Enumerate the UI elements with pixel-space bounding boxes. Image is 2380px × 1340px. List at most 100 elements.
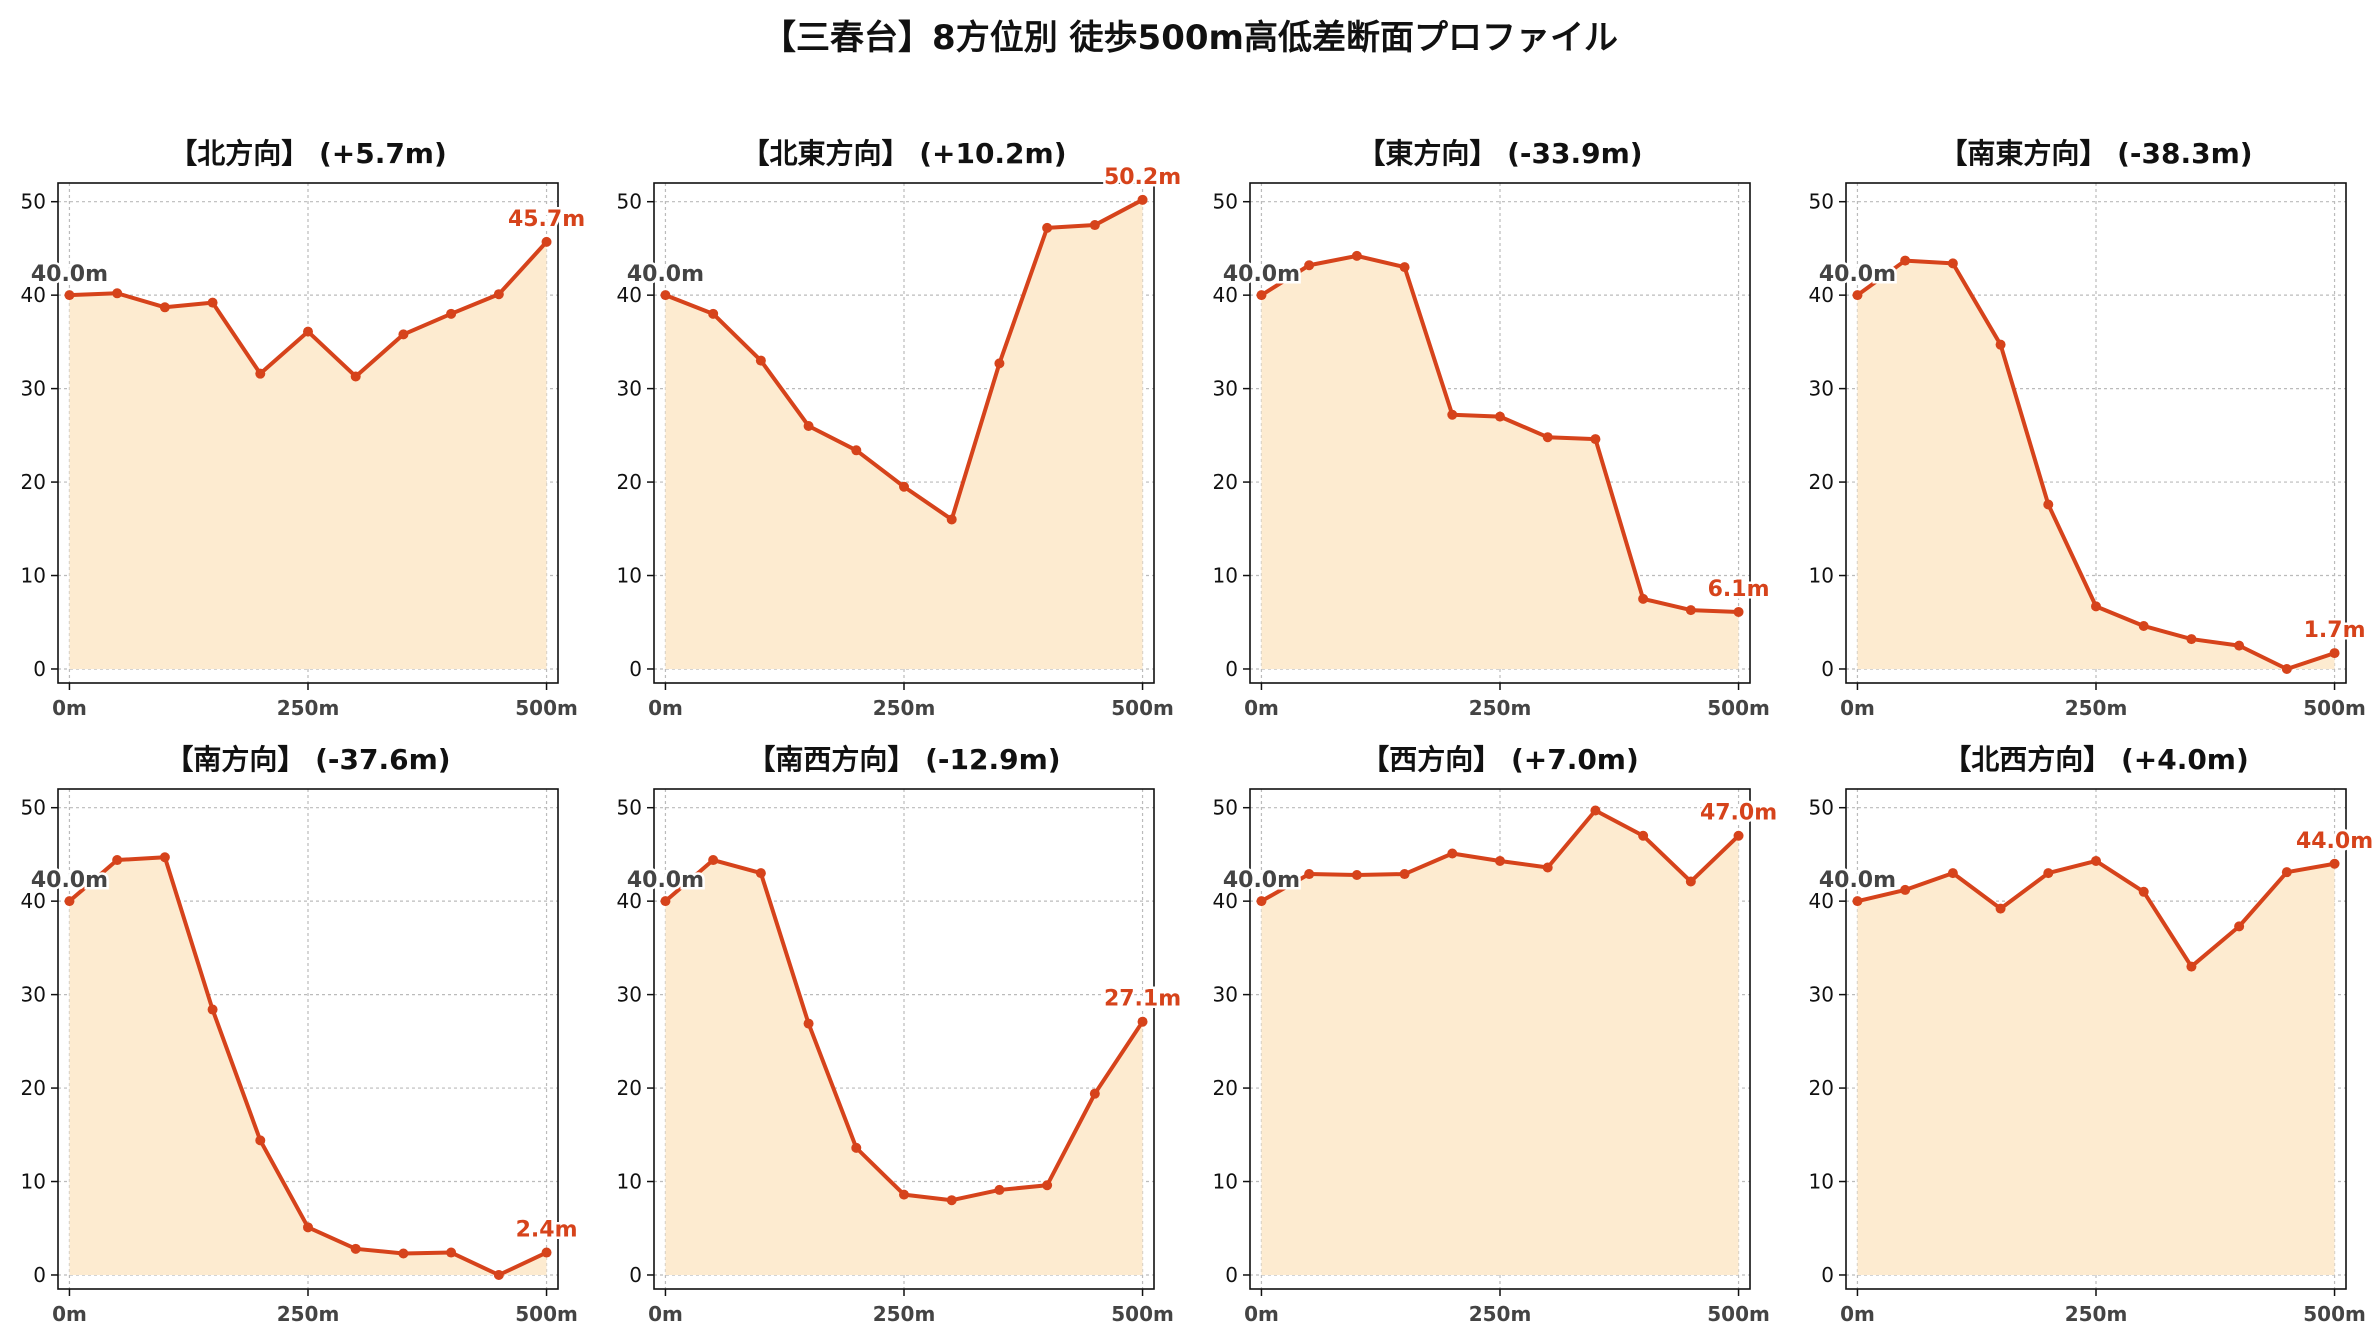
data-point <box>1947 868 1958 879</box>
data-point <box>541 236 552 247</box>
subplot-title: 【南方向】 (-37.6m) <box>165 743 450 776</box>
y-tick-label: 50 <box>617 190 642 214</box>
y-tick-label: 0 <box>33 657 46 681</box>
data-point <box>2329 648 2340 659</box>
y-tick-label: 10 <box>617 1170 642 1194</box>
y-tick-label: 40 <box>1809 283 1834 307</box>
y-tick-label: 0 <box>1225 1263 1238 1287</box>
y-tick-label: 40 <box>1213 283 1238 307</box>
start-elevation-label: 40.0m <box>1819 262 1896 287</box>
area-fill <box>665 860 1143 1275</box>
x-tick-label: 0m <box>52 1302 87 1326</box>
data-point <box>493 1269 504 1280</box>
subplot-title: 【南西方向】 (-12.9m) <box>747 743 1060 776</box>
y-tick-label: 20 <box>21 1076 46 1100</box>
x-tick-label: 250m <box>2065 696 2128 720</box>
subplot-title: 【南東方向】 (-38.3m) <box>1939 137 2252 170</box>
data-point <box>1399 262 1410 273</box>
area-fill <box>69 857 547 1275</box>
data-point <box>946 1195 957 1206</box>
area-fill <box>69 241 547 669</box>
y-tick-label: 10 <box>617 564 642 588</box>
data-point <box>755 868 766 879</box>
data-point <box>899 1189 909 1200</box>
data-point <box>1495 855 1505 866</box>
end-elevation-label: 27.1m <box>1104 987 1181 1012</box>
data-point <box>803 1018 814 1029</box>
data-point <box>1852 290 1863 301</box>
data-point <box>541 1247 552 1258</box>
data-point <box>112 855 123 866</box>
data-point <box>2091 601 2101 612</box>
data-point <box>1995 339 2006 350</box>
data-point <box>660 290 671 301</box>
data-point <box>1495 411 1505 422</box>
x-tick-label: 0m <box>1840 1302 1875 1326</box>
data-point <box>851 445 862 456</box>
subplot-title: 【北東方向】 (+10.2m) <box>741 137 1066 170</box>
data-point <box>350 1243 361 1254</box>
y-tick-label: 40 <box>1213 889 1238 913</box>
x-tick-label: 250m <box>873 696 936 720</box>
y-tick-label: 20 <box>1809 470 1834 494</box>
y-tick-label: 50 <box>21 190 46 214</box>
data-point <box>493 289 504 300</box>
data-point <box>255 368 266 379</box>
subplot-title: 【北方向】 (+5.7m) <box>169 137 447 170</box>
area-fill <box>1261 255 1739 669</box>
data-point <box>899 481 909 492</box>
y-tick-label: 20 <box>1809 1076 1834 1100</box>
data-point <box>1447 409 1458 420</box>
data-point <box>1399 869 1410 880</box>
data-point <box>1542 432 1553 443</box>
data-point <box>1089 1088 1100 1099</box>
data-point <box>851 1142 862 1153</box>
data-point <box>994 1184 1005 1195</box>
area-fill <box>1857 260 2335 669</box>
y-tick-label: 0 <box>1225 657 1238 681</box>
x-tick-label: 250m <box>277 696 340 720</box>
y-tick-label: 0 <box>629 657 642 681</box>
data-point <box>1900 884 1911 895</box>
data-point <box>660 896 671 907</box>
y-tick-label: 0 <box>629 1263 642 1287</box>
data-point <box>1852 896 1863 907</box>
data-point <box>1256 290 1267 301</box>
y-tick-label: 10 <box>1809 1170 1834 1194</box>
data-point <box>2091 855 2101 866</box>
y-tick-label: 30 <box>1213 983 1238 1007</box>
y-tick-label: 20 <box>21 470 46 494</box>
data-point <box>708 308 719 319</box>
start-elevation-label: 40.0m <box>31 868 108 893</box>
area-fill <box>1857 860 2335 1275</box>
x-tick-label: 500m <box>2303 696 2366 720</box>
data-point <box>303 326 313 337</box>
data-point <box>350 371 361 382</box>
figure-title: 【三春台】8方位別 徒歩500m高低差断面プロファイル <box>762 18 1618 58</box>
x-tick-label: 500m <box>1707 696 1770 720</box>
end-elevation-label: 47.0m <box>1700 801 1777 826</box>
data-point <box>1042 222 1053 233</box>
data-point <box>708 855 719 866</box>
data-point <box>946 514 957 525</box>
y-tick-label: 10 <box>1213 1170 1238 1194</box>
y-tick-label: 40 <box>1809 889 1834 913</box>
y-tick-label: 20 <box>1213 470 1238 494</box>
data-point <box>446 308 457 319</box>
x-tick-label: 250m <box>1469 696 1532 720</box>
y-tick-label: 30 <box>21 377 46 401</box>
y-tick-label: 40 <box>21 283 46 307</box>
y-tick-label: 0 <box>33 1263 46 1287</box>
x-tick-label: 250m <box>2065 1302 2128 1326</box>
data-point <box>64 896 75 907</box>
y-tick-label: 10 <box>21 564 46 588</box>
data-point <box>1304 260 1315 271</box>
start-elevation-label: 40.0m <box>1819 868 1896 893</box>
x-tick-label: 0m <box>1244 1302 1279 1326</box>
